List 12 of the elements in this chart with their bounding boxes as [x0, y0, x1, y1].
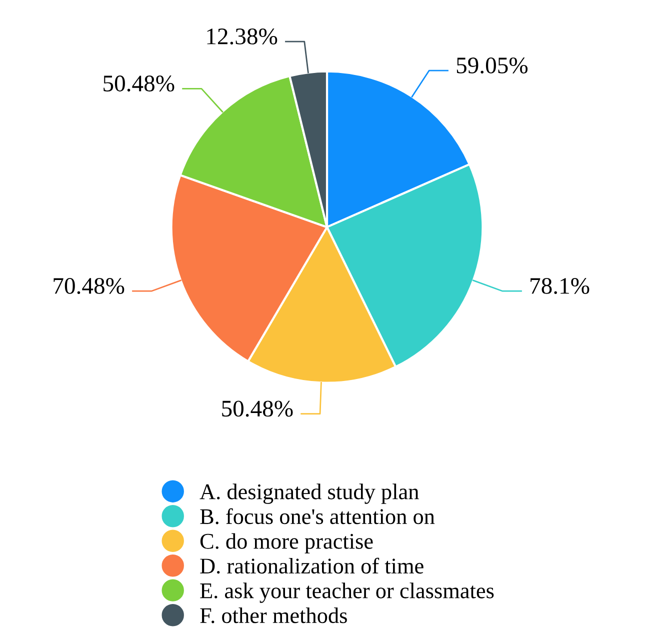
legend-label: C. do more practise: [200, 533, 373, 554]
data-label: 70.48%: [54, 278, 124, 294]
data-label: 50.48%: [222, 400, 293, 417]
data-label: 50.48%: [104, 76, 174, 92]
legend-label: F. other methods: [200, 607, 347, 624]
data-label: 59.05%: [456, 57, 528, 74]
legend-label: A. designated study plan: [200, 484, 419, 504]
legend-label: D. rationalization of time: [200, 558, 424, 574]
data-label: 12.38%: [207, 28, 278, 45]
legend-label: B. focus one's attention on: [200, 508, 435, 524]
data-label: 78.1%: [530, 278, 590, 294]
legend-label: E. ask your teacher or classmates: [200, 582, 494, 603]
